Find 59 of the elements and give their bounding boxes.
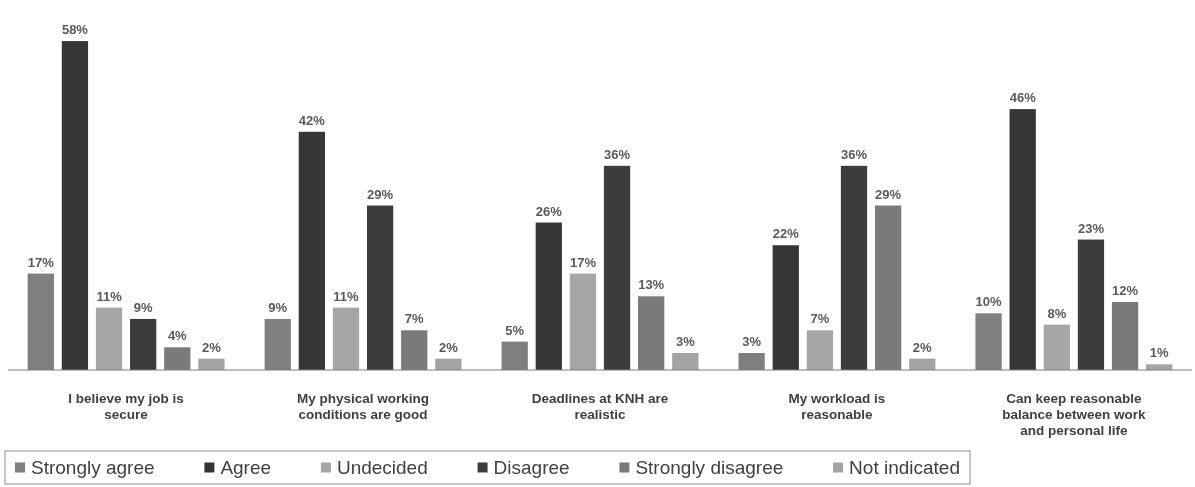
bar [772, 245, 799, 370]
data-label: 36% [604, 146, 631, 162]
x-tick-label: My physical working conditions are good [297, 391, 430, 422]
x-tick-label: Deadlines at KNH are realistic [531, 391, 669, 422]
bar [603, 165, 631, 370]
bar [806, 330, 834, 370]
data-label: 17% [569, 254, 597, 270]
bar [569, 273, 597, 370]
bar [130, 318, 157, 370]
bar [1043, 324, 1070, 370]
data-label: 42% [298, 112, 326, 128]
data-label: 13% [638, 277, 665, 293]
data-label: 36% [840, 146, 868, 162]
data-label: 7% [404, 311, 425, 327]
data-label: 1% [1149, 345, 1170, 361]
legend-label: Not indicated [849, 457, 960, 478]
data-label: 7% [810, 311, 830, 327]
data-label: 29% [875, 186, 902, 202]
bar [435, 358, 462, 370]
bar [95, 307, 123, 370]
legend-label: Agree [220, 457, 272, 478]
data-label: 10% [975, 294, 1003, 310]
bar [1009, 109, 1036, 370]
legend-label: Disagree [493, 457, 570, 478]
data-label: 9% [268, 299, 288, 315]
data-label: 2% [912, 339, 933, 355]
data-label: 12% [1112, 282, 1139, 298]
data-label: 11% [96, 288, 123, 304]
bar [298, 131, 326, 370]
bar [198, 358, 225, 370]
legend-label: Strongly disagree [635, 457, 784, 478]
data-label: 26% [535, 203, 563, 219]
bar [672, 352, 699, 370]
x-tick-label: My workload is reasonable [788, 391, 886, 422]
data-label: 46% [1009, 90, 1037, 106]
bar [840, 165, 868, 370]
data-label: 9% [133, 299, 154, 315]
data-label: 4% [167, 328, 188, 344]
data-label: 2% [438, 339, 459, 355]
legend-label: Strongly agree [31, 457, 155, 478]
data-label: 8% [1047, 305, 1067, 321]
x-tick-label: Can keep reasonable balance between work and personal life [1002, 391, 1147, 438]
bar [1077, 239, 1105, 370]
data-label: 3% [675, 333, 696, 349]
bar [332, 307, 360, 370]
data-label: 11% [333, 288, 360, 304]
data-label: 22% [772, 226, 800, 242]
data-label: 5% [505, 322, 525, 338]
data-label: 58% [61, 22, 89, 38]
legend-label: Undecided [336, 457, 428, 478]
bar [61, 41, 89, 370]
bar [366, 205, 394, 370]
data-label: 17% [27, 254, 55, 270]
data-label: 3% [742, 333, 762, 349]
bar [535, 222, 562, 370]
data-label: 23% [1077, 220, 1105, 236]
x-tick-label: I believe my job is secure [68, 391, 184, 422]
data-label: 29% [367, 186, 394, 202]
data-label: 2% [202, 339, 222, 355]
